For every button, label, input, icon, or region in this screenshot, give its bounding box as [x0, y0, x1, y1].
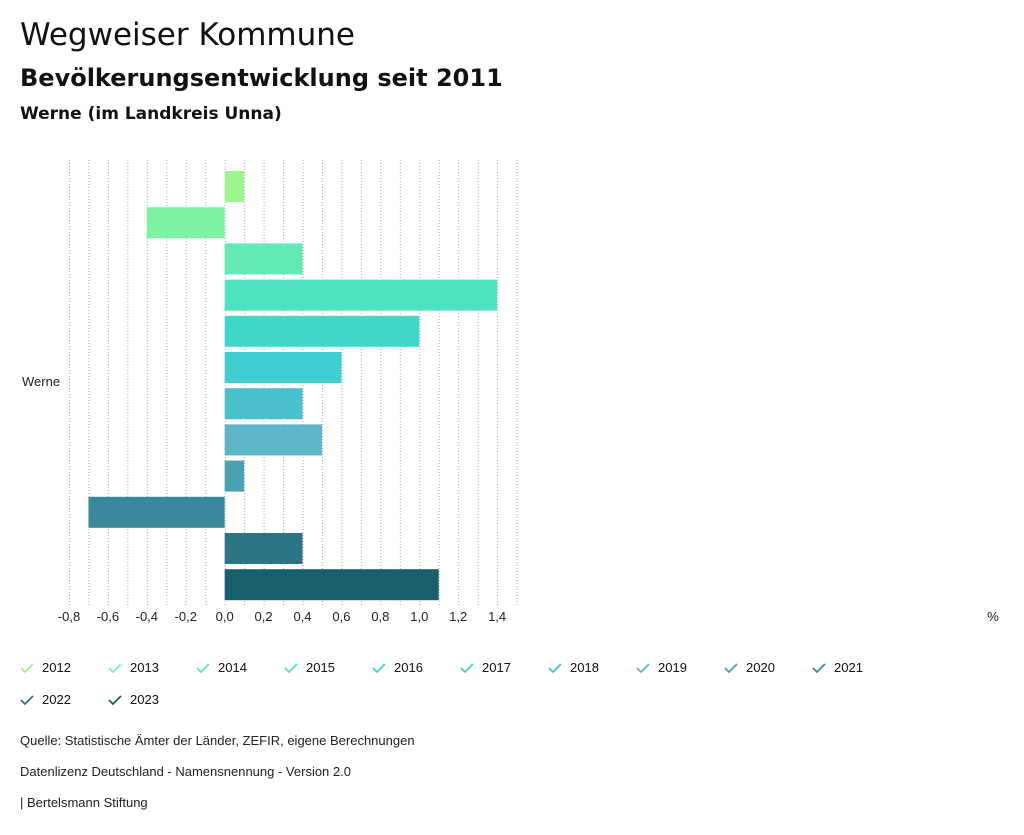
region-label: Werne (im Landkreis Unna)	[20, 104, 282, 124]
x-unit-label: %	[987, 609, 999, 624]
check-icon	[284, 662, 298, 673]
legend-item-2014[interactable]: 2014	[196, 660, 247, 675]
x-tick-label: -0,2	[175, 609, 197, 624]
legend-item-2013[interactable]: 2013	[108, 660, 159, 675]
legend-label: 2021	[834, 660, 863, 675]
bar-2017	[224, 352, 342, 383]
check-icon	[196, 662, 210, 673]
legend-label: 2014	[218, 660, 247, 675]
chart-title: Wegweiser Kommune	[20, 17, 355, 53]
legend-label: 2022	[42, 692, 71, 707]
bar-chart: Werne -0,8 -0,6 -0,4 -0,2 0,0 0,2 0,4 0,6 0,8 1,0 1…	[22, 160, 999, 624]
check-icon	[548, 662, 562, 673]
legend-item-2016[interactable]: 2016	[372, 660, 423, 675]
legend-item-2012[interactable]: 2012	[20, 660, 71, 675]
legend-item-2015[interactable]: 2015	[284, 660, 335, 675]
bar-2012	[224, 171, 245, 202]
bar-2020	[224, 460, 245, 492]
bar-2023	[224, 569, 439, 601]
x-tick-label: 1,0	[410, 609, 428, 624]
legend-label: 2013	[130, 660, 159, 675]
legend-item-2023[interactable]: 2023	[108, 692, 159, 707]
legend-label: 2020	[746, 660, 775, 675]
legend-item-2021[interactable]: 2021	[812, 660, 863, 675]
check-icon	[724, 662, 738, 673]
chart-subtitle: Bevölkerungsentwicklung seit 2011	[20, 64, 503, 92]
legend-item-2022[interactable]: 2022	[20, 692, 71, 707]
check-icon	[20, 662, 34, 673]
x-tick-label: 0,8	[371, 609, 389, 624]
legend-item-2017[interactable]: 2017	[460, 660, 511, 675]
legend-label: 2023	[130, 692, 159, 707]
source-note: Quelle: Statistische Ämter der Länder, Z…	[20, 733, 415, 748]
legend-label: 2016	[394, 660, 423, 675]
check-icon	[460, 662, 474, 673]
x-tick-label: 0,6	[332, 609, 350, 624]
legend-item-2020[interactable]: 2020	[724, 660, 775, 675]
legend-label: 2015	[306, 660, 335, 675]
bar-2016	[224, 315, 420, 347]
license-note: Datenlizenz Deutschland - Namensnennung …	[20, 764, 351, 779]
category-label: Werne	[22, 374, 60, 389]
x-tick-label: 1,2	[449, 609, 467, 624]
brand-note: | Bertelsmann Stiftung	[20, 795, 148, 810]
check-icon	[108, 662, 122, 673]
legend-item-2019[interactable]: 2019	[636, 660, 687, 675]
bar-2022	[224, 533, 303, 564]
check-icon	[812, 662, 826, 673]
bar-2021	[88, 496, 225, 528]
check-icon	[108, 694, 122, 705]
check-icon	[636, 662, 650, 673]
legend-label: 2017	[482, 660, 511, 675]
check-icon	[20, 694, 34, 705]
x-tick-label: -0,4	[136, 609, 158, 624]
bar-2018	[224, 388, 303, 420]
legend-label: 2019	[658, 660, 687, 675]
check-icon	[372, 662, 386, 673]
x-tick-label: 1,4	[488, 609, 506, 624]
bar-2013	[146, 207, 225, 239]
legend-label: 2012	[42, 660, 71, 675]
x-tick-label: 0,2	[255, 609, 273, 624]
x-tick-label: 0,0	[216, 609, 234, 624]
bar-2019	[224, 424, 322, 456]
bar-2015	[224, 279, 498, 311]
x-tick-label: -0,8	[58, 609, 80, 624]
legend-label: 2018	[570, 660, 599, 675]
x-tick-label: 0,4	[293, 609, 311, 624]
legend-item-2018[interactable]: 2018	[548, 660, 599, 675]
x-tick-label: -0,6	[97, 609, 119, 624]
bar-2014	[224, 243, 303, 275]
